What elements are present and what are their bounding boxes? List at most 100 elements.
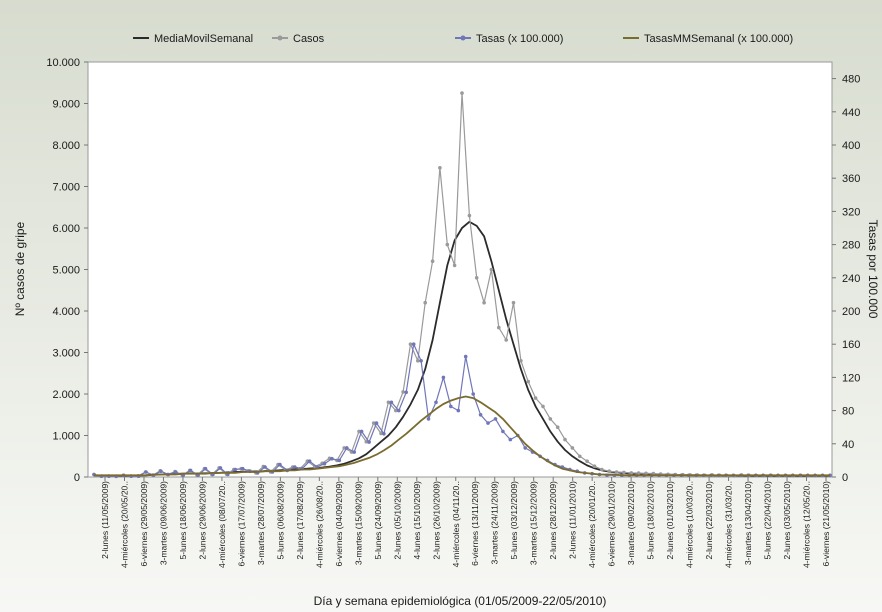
data-point	[401, 390, 405, 394]
y-axis-ticks: 0 1.000 2.000 3.000 4.000 5.000 6.000 7.000 8.00…	[46, 57, 88, 484]
data-point	[419, 359, 423, 363]
x-tick-label: 5-lunes (03/12/2009)	[509, 481, 519, 560]
x-tick-label: 4-miércoles (26/08/20..	[314, 481, 324, 568]
data-point	[563, 437, 567, 442]
data-point	[364, 439, 369, 444]
y-tick-label: 9.000	[52, 99, 80, 111]
data-point	[523, 446, 527, 450]
x-tick-label: 5-lunes (06/08/2009)	[275, 481, 285, 560]
y2-tick-label: 200	[842, 306, 860, 318]
x-tick-label: 4-miércoles (08/07/20..	[217, 481, 227, 568]
legend-marker	[460, 35, 466, 41]
data-point	[504, 338, 509, 342]
data-point	[449, 404, 453, 409]
y-tick-label: 2.000	[52, 389, 80, 401]
data-point	[394, 408, 398, 413]
x-tick-label: 6-viernes (17/07/2009)	[236, 481, 246, 567]
data-point	[203, 466, 208, 471]
y2-tick-label: 360	[842, 173, 860, 185]
data-point	[629, 471, 634, 475]
data-point	[474, 276, 479, 280]
data-point	[501, 429, 505, 434]
y2-tick-label: 240	[842, 273, 860, 285]
x-tick-label: 4-miércoles (31/03/20..	[724, 481, 734, 568]
x-tick-label: 2-lunes (28/12/2009)	[548, 481, 558, 560]
x-tick-label: 2-lunes (26/10/2009)	[431, 481, 441, 560]
x-tick-label: 4-miércoles (20/05/20..	[119, 481, 129, 568]
data-point	[188, 468, 193, 473]
data-point	[218, 466, 223, 470]
x-tick-label: 5-lunes (18/06/2009)	[178, 481, 188, 560]
legend-label: Casos	[293, 33, 325, 45]
data-point	[489, 267, 494, 272]
data-point	[471, 392, 476, 396]
x-tick-label: 6-viernes (21/05/2010)	[821, 481, 831, 567]
data-point	[278, 462, 282, 467]
data-point	[389, 400, 394, 405]
data-point	[426, 417, 431, 421]
y2-tick-label: 120	[842, 372, 860, 384]
data-point	[511, 300, 516, 305]
x-tick-label: 3-martes (13/04/2010)	[743, 481, 753, 565]
legend-label: TasasMMSemanal (x 100.000)	[644, 33, 793, 45]
data-point	[508, 437, 513, 442]
x-tick-label: 3-martes (09/06/2009)	[158, 481, 168, 565]
data-point	[441, 375, 446, 380]
x-tick-label: 2-lunes (17/08/2009)	[295, 481, 305, 560]
data-point	[382, 432, 386, 436]
data-point	[493, 417, 498, 421]
x-tick-label: 4-lunes (15/10/2009)	[412, 481, 422, 560]
y-tick-label: 5.000	[52, 265, 80, 277]
data-point	[337, 458, 342, 463]
y2-tick-label: 400	[842, 140, 860, 152]
y2-tick-label: 320	[842, 206, 860, 218]
data-point	[482, 300, 486, 305]
y2-tick-label: 160	[842, 339, 860, 351]
data-point	[578, 454, 582, 459]
data-point	[397, 408, 401, 413]
x-tick-label: 2-lunes (22/03/2010)	[704, 481, 714, 560]
data-point	[555, 425, 560, 430]
data-point	[434, 400, 438, 405]
data-point	[240, 466, 245, 471]
x-tick-label: 4-miércoles (12/05/20..	[802, 481, 812, 568]
data-point	[430, 259, 435, 264]
y-tick-label: 0	[74, 472, 80, 484]
data-point	[541, 404, 545, 409]
y2-tick-label: 280	[842, 240, 860, 252]
y-axis-label: Nº casos de gripe	[13, 221, 27, 316]
x-tick-label: 6-viernes (29/01/2010)	[607, 481, 617, 567]
y-tick-label: 7.000	[52, 182, 80, 194]
data-point	[533, 396, 538, 400]
data-point	[445, 242, 450, 247]
x-tick-label: 3-martes (15/12/2009)	[529, 481, 539, 565]
data-point	[416, 359, 420, 363]
legend-label: MediaMovilSemanal	[154, 33, 253, 45]
series-layer	[92, 91, 832, 479]
series-line	[94, 395, 830, 477]
y-tick-label: 8.000	[52, 140, 80, 152]
x-tick-label: 4-miércoles (20/01/20..	[587, 481, 597, 568]
data-point	[374, 421, 379, 425]
data-point	[263, 465, 267, 469]
data-point	[345, 446, 349, 450]
data-point	[607, 469, 611, 474]
data-point	[486, 421, 490, 425]
data-point	[478, 413, 483, 417]
data-point	[342, 446, 347, 450]
data-point	[548, 417, 553, 421]
y2-axis-ticks: 0 40 80 120 160 200 240 280 320 360 400 440 480	[832, 74, 860, 484]
data-point	[622, 470, 626, 475]
y2-tick-label: 80	[842, 406, 854, 418]
data-point	[307, 459, 312, 464]
x-tick-label: 5-lunes (18/02/2010)	[646, 481, 656, 560]
y2-tick-label: 480	[842, 74, 860, 86]
x-tick-label: 3-martes (28/07/2009)	[256, 481, 266, 565]
data-point	[359, 429, 364, 434]
data-point	[585, 459, 589, 464]
data-point	[322, 461, 327, 466]
data-point	[159, 469, 163, 474]
x-tick-label: 2-lunes (11/05/2009)	[100, 481, 110, 559]
